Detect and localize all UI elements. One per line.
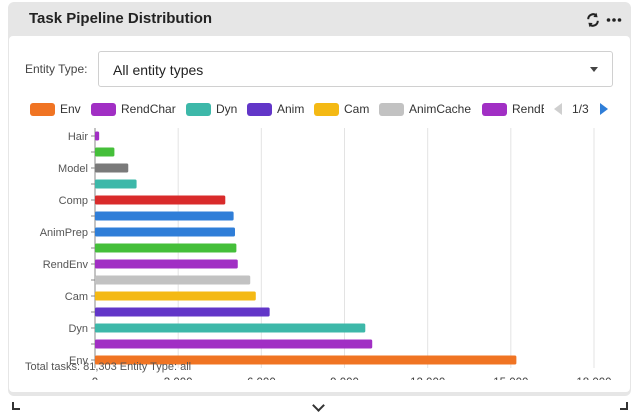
legend-next-page-icon[interactable] [600, 103, 608, 115]
bar [95, 259, 238, 269]
bar [95, 323, 366, 333]
entity-type-select[interactable]: All entity types [98, 51, 613, 87]
more-options-icon[interactable] [604, 10, 624, 30]
x-tick-label: 12,000 [410, 377, 445, 380]
y-tick-label: Model [58, 163, 88, 175]
legend-swatch [247, 102, 272, 116]
chevron-down-icon [590, 67, 598, 72]
x-tick-label: 15,000 [493, 377, 528, 380]
x-tick-label: 6,000 [247, 377, 276, 380]
legend-page-indicator: 1/3 [572, 102, 589, 116]
chart-card: Entity Type: All entity types Env RendCh… [9, 36, 630, 392]
bar [95, 307, 270, 317]
y-tick-label: RendEnv [43, 259, 89, 271]
legend-swatch [186, 102, 211, 116]
x-tick-label: 9,000 [330, 377, 359, 380]
legend-item-rendchar[interactable]: RendChar [91, 102, 176, 116]
resize-corner-bottom-left-icon[interactable] [12, 402, 20, 410]
bar [95, 163, 129, 173]
bar [95, 227, 235, 237]
legend-label: Dyn [216, 102, 238, 116]
footer-summary: Total tasks: 81,303 Entity Type: all [25, 361, 192, 373]
bar [95, 355, 517, 365]
y-tick-label: Cam [65, 291, 88, 303]
legend-label: Env [60, 102, 81, 116]
y-tick-label: Hair [68, 131, 89, 143]
bar [95, 275, 251, 285]
bar [95, 179, 137, 189]
legend-label: RendEnv [512, 102, 544, 116]
expand-chevron-down-icon[interactable] [312, 399, 325, 412]
refresh-icon[interactable] [583, 10, 603, 30]
legend-item-rendenv[interactable]: RendEnv [482, 102, 544, 116]
x-tick-label: 3,000 [164, 377, 193, 380]
bar [95, 131, 100, 141]
legend-item-anim[interactable]: Anim [247, 102, 304, 116]
x-tick-label: 18,000 [576, 377, 611, 380]
legend-label: RendChar [121, 102, 176, 116]
legend-prev-page-icon[interactable] [554, 103, 562, 115]
panel-header: Task Pipeline Distribution [8, 2, 631, 36]
y-tick-label: AnimPrep [40, 227, 88, 239]
entity-type-select-value: All entity types [113, 62, 204, 78]
bar [95, 147, 115, 157]
legend-swatch [30, 102, 55, 116]
legend-item-env[interactable]: Env [30, 102, 81, 116]
legend-label: Cam [344, 102, 370, 116]
resize-corner-bottom-right-icon[interactable] [620, 402, 628, 410]
legend-swatch [379, 102, 404, 116]
entity-type-label: Entity Type: [25, 62, 88, 76]
y-tick-label: Env [69, 355, 88, 367]
legend-swatch [314, 102, 339, 116]
bar [95, 211, 234, 221]
legend-overflow-area: RendEnv [482, 98, 544, 120]
bar [95, 195, 226, 205]
y-tick-label: Dyn [68, 323, 88, 335]
y-tick-label: Comp [59, 195, 88, 207]
bar [95, 339, 373, 349]
legend-swatch [91, 102, 116, 116]
legend-item-dyn[interactable]: Dyn [186, 102, 237, 116]
legend-item-cam[interactable]: Cam [314, 102, 369, 116]
bar [95, 243, 237, 253]
bar-chart: 0 3,000 6,000 9,000 12,000 15,000 18,000 Hair Mo… [40, 128, 612, 380]
legend-item-animcache[interactable]: AnimCache [379, 102, 471, 116]
legend-label: Anim [277, 102, 305, 116]
panel-title: Task Pipeline Distribution [29, 10, 213, 27]
x-tick-label: 0 [92, 377, 98, 380]
bar [95, 291, 256, 301]
legend-swatch [482, 102, 507, 116]
legend-label: AnimCache [409, 102, 472, 116]
